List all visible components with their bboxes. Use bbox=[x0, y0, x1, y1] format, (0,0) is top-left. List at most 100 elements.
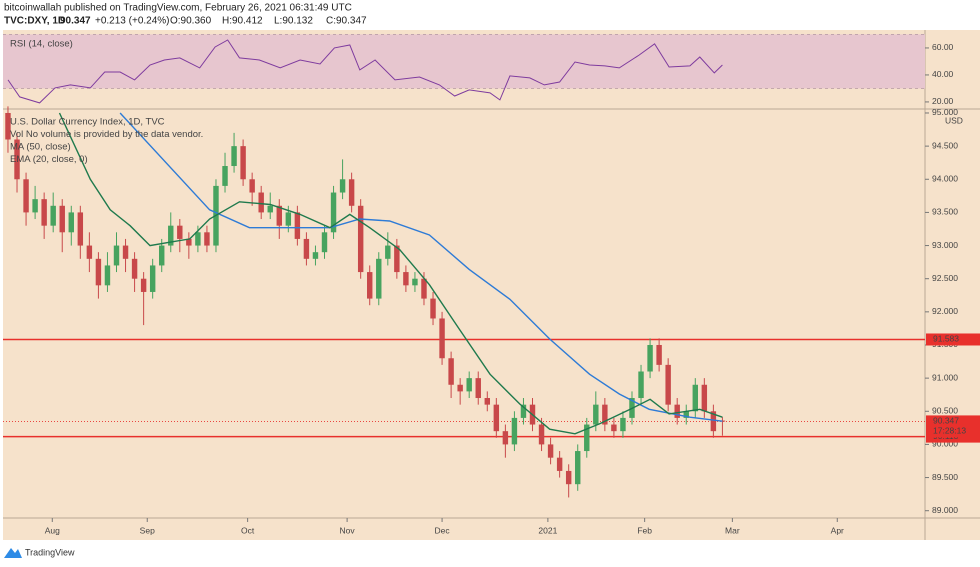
x-tick-label: Dec bbox=[435, 525, 451, 535]
y-tick-label: 90.500 bbox=[932, 406, 958, 416]
candle-body bbox=[656, 344, 662, 365]
candle-body bbox=[159, 245, 165, 266]
candle-body bbox=[719, 420, 726, 422]
time-axis bbox=[3, 518, 925, 540]
candle-body bbox=[520, 404, 527, 418]
candle-body bbox=[276, 205, 282, 226]
candle-body bbox=[367, 272, 373, 299]
candle-body bbox=[475, 378, 481, 399]
y-tick-label: 20.00 bbox=[932, 96, 954, 106]
candle-body bbox=[50, 205, 56, 226]
candle-body bbox=[493, 404, 500, 432]
candle-body bbox=[222, 166, 228, 186]
legend-entry: U.S. Dollar Currency Index, 1D, TVC bbox=[10, 117, 165, 128]
tradingview-logo: TradingView bbox=[4, 547, 75, 558]
candle-body bbox=[502, 431, 509, 445]
candle-body bbox=[249, 179, 255, 193]
candle-body bbox=[448, 358, 454, 385]
candle-body bbox=[140, 278, 147, 292]
rsi-title: RSI (14, close) bbox=[10, 39, 73, 50]
candle-body bbox=[330, 192, 337, 233]
candle-body bbox=[565, 470, 572, 485]
candle-body bbox=[484, 398, 491, 405]
level-label: 91.583 bbox=[933, 334, 959, 344]
candle-body bbox=[339, 179, 346, 193]
last-price-tag bbox=[926, 415, 980, 438]
candle-body bbox=[593, 404, 599, 425]
candle-body bbox=[357, 205, 364, 273]
candle-body bbox=[303, 238, 310, 259]
candle-body bbox=[466, 378, 472, 392]
candle-body bbox=[611, 424, 617, 432]
candle-body bbox=[104, 265, 111, 286]
candle-body bbox=[168, 225, 174, 246]
candle-body bbox=[511, 417, 518, 445]
candle-body bbox=[14, 139, 20, 180]
y-tick-label: 91.000 bbox=[932, 372, 958, 382]
candle-body bbox=[638, 371, 644, 399]
candle-body bbox=[285, 212, 292, 226]
x-tick-label: Mar bbox=[725, 525, 740, 535]
high: H:90.412 bbox=[222, 16, 263, 27]
candle-body bbox=[701, 384, 708, 412]
candle-body bbox=[321, 232, 328, 253]
x-tick-label: Apr bbox=[831, 525, 844, 535]
candle-body bbox=[23, 179, 29, 213]
candle-body bbox=[240, 146, 246, 180]
symbol: TVC:DXY, 1D bbox=[4, 16, 65, 27]
y-tick-label: 60.00 bbox=[932, 42, 954, 52]
candle-body bbox=[5, 112, 11, 140]
candle-body bbox=[620, 417, 626, 432]
candle-body bbox=[312, 252, 319, 259]
y-tick-label: 93.000 bbox=[932, 240, 958, 250]
indicator-line bbox=[58, 112, 723, 435]
rsi-line bbox=[7, 39, 723, 104]
y-tick-label: 40.00 bbox=[932, 69, 954, 79]
candle-body bbox=[710, 411, 717, 432]
indicator-line bbox=[119, 112, 723, 422]
y-tick-label: 95.000 bbox=[932, 107, 958, 117]
candle-body bbox=[394, 245, 400, 273]
y-tick-label: 92.000 bbox=[932, 306, 958, 316]
low: L:90.132 bbox=[274, 16, 313, 27]
y-tick-label: 93.500 bbox=[932, 207, 958, 217]
chart-pane bbox=[3, 30, 925, 518]
chart-content: 95.000 94.500 94.000 93.500 93.000 92.500 92.0… bbox=[3, 34, 980, 535]
candle-body bbox=[195, 232, 201, 246]
candle-body bbox=[683, 411, 689, 418]
candle-body bbox=[131, 258, 138, 279]
candle-body bbox=[41, 199, 47, 226]
candle-body bbox=[547, 444, 554, 458]
candle-body bbox=[113, 245, 120, 266]
candle-body bbox=[86, 245, 93, 259]
last-price-label: 90.347 bbox=[933, 416, 959, 426]
candle-body bbox=[457, 384, 463, 392]
level-tag bbox=[926, 333, 980, 346]
candle-body bbox=[177, 225, 183, 239]
candle-body bbox=[267, 205, 273, 213]
candle-body bbox=[692, 384, 699, 412]
open: O:90.360 bbox=[170, 16, 212, 27]
brand: TradingView bbox=[25, 547, 75, 557]
y-tick-label: 92.500 bbox=[932, 273, 958, 283]
candle-body bbox=[95, 258, 102, 286]
candle-body bbox=[122, 245, 129, 259]
x-tick-label: Sep bbox=[140, 525, 155, 535]
currency: USD bbox=[945, 115, 963, 125]
candle-body bbox=[665, 364, 671, 405]
candle-body bbox=[204, 232, 210, 246]
candle-body bbox=[231, 146, 237, 167]
candle-body bbox=[412, 278, 418, 286]
candle-body bbox=[68, 212, 74, 233]
change: +0.213 (+0.24%) bbox=[95, 16, 170, 27]
candle-body bbox=[430, 298, 436, 319]
y-tick-label: 90.000 bbox=[932, 439, 958, 449]
candle-body bbox=[538, 424, 545, 445]
candle-body bbox=[149, 265, 156, 292]
y-tick-label: 89.500 bbox=[932, 472, 958, 482]
publisher: bitcoinwallah published on TradingView.c… bbox=[4, 3, 352, 14]
close: C:90.347 bbox=[326, 16, 367, 27]
last-price: 90.347 bbox=[60, 16, 91, 27]
candle-body bbox=[556, 457, 563, 471]
candle-body bbox=[385, 245, 391, 259]
